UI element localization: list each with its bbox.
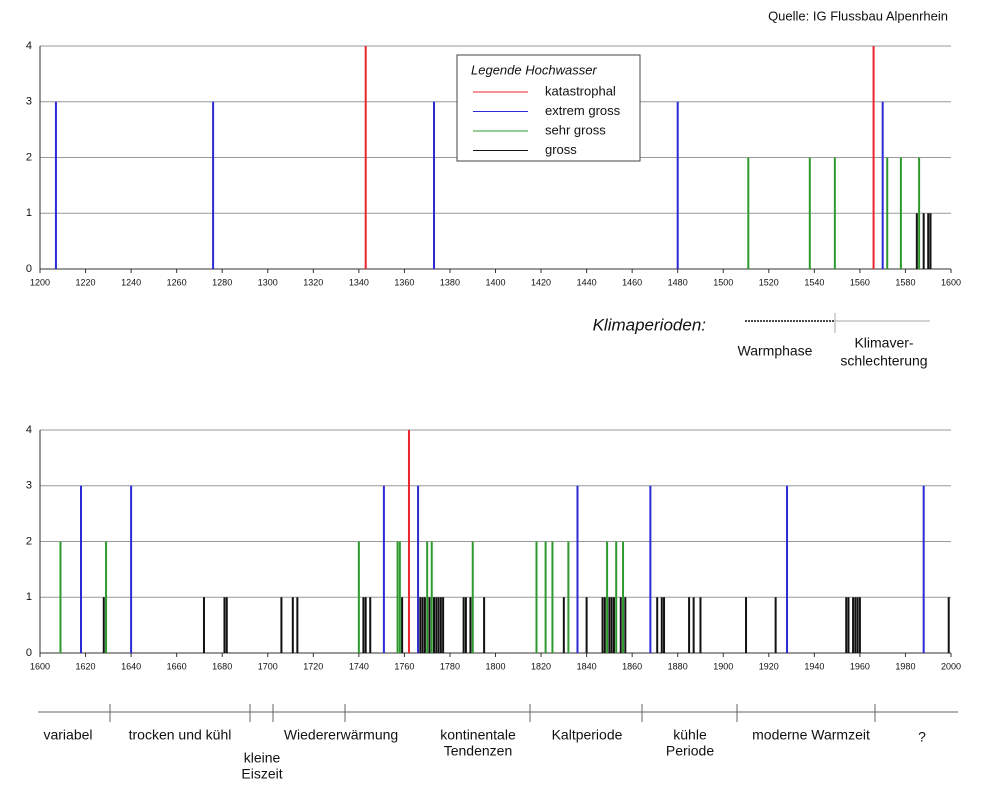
legend-label: gross [545, 142, 577, 157]
y-tick-label: 2 [26, 151, 32, 163]
legend-title: Legende Hochwasser [471, 62, 597, 77]
x-tick-label: 1980 [895, 661, 915, 671]
period-label: Wiedererwärmung [284, 727, 398, 743]
x-tick-label: 1200 [30, 277, 50, 287]
y-tick-label: 4 [26, 424, 32, 436]
x-tick-label: 1820 [531, 661, 551, 671]
x-tick-label: 1880 [668, 661, 688, 671]
period-label: kleine [244, 750, 281, 766]
period-label: kontinentale [440, 727, 516, 743]
x-tick-label: 1840 [577, 661, 597, 671]
x-tick-label: 1340 [349, 277, 369, 287]
y-tick-label: 1 [26, 207, 32, 219]
x-tick-label: 1400 [485, 277, 505, 287]
x-tick-label: 1900 [713, 661, 733, 671]
legend-label: extrem gross [545, 103, 621, 118]
x-tick-label: 1720 [303, 661, 323, 671]
x-tick-label: 1360 [394, 277, 414, 287]
x-tick-label: 1620 [76, 661, 96, 671]
y-tick-label: 0 [26, 647, 32, 659]
x-tick-label: 1760 [394, 661, 414, 671]
x-tick-label: 1420 [531, 277, 551, 287]
x-tick-label: 1600 [30, 661, 50, 671]
x-tick-label: 1480 [668, 277, 688, 287]
period-label: ? [918, 729, 926, 745]
x-tick-label: 1800 [485, 661, 505, 671]
x-tick-label: 1240 [121, 277, 141, 287]
legend-label: katastrophal [545, 83, 616, 98]
y-tick-label: 3 [26, 480, 32, 492]
x-tick-label: 1740 [349, 661, 369, 671]
x-tick-label: 1380 [440, 277, 460, 287]
x-tick-label: 1260 [167, 277, 187, 287]
source: Quelle: IG Flussbau Alpenrhein [768, 8, 948, 23]
x-tick-label: 1860 [622, 661, 642, 671]
legend-label: sehr gross [545, 122, 606, 137]
y-tick-label: 1 [26, 591, 32, 603]
x-tick-label: 1320 [303, 277, 323, 287]
period-label: trocken und kühl [129, 727, 232, 743]
x-tick-label: 1280 [212, 277, 232, 287]
x-tick-label: 1580 [895, 277, 915, 287]
y-tick-label: 4 [26, 40, 32, 52]
period-label: Warmphase [738, 343, 813, 359]
y-tick-label: 0 [26, 263, 32, 275]
x-tick-label: 1500 [713, 277, 733, 287]
x-tick-label: 1780 [440, 661, 460, 671]
x-tick-label: 1460 [622, 277, 642, 287]
y-tick-label: 2 [26, 535, 32, 547]
x-tick-label: 1600 [941, 277, 961, 287]
x-tick-label: 1520 [759, 277, 779, 287]
x-tick-label: 1940 [804, 661, 824, 671]
x-tick-label: 1680 [212, 661, 232, 671]
period-label: Kaltperiode [552, 727, 623, 743]
x-tick-label: 1560 [850, 277, 870, 287]
x-tick-label: 1440 [577, 277, 597, 287]
period-label: Eiszeit [241, 766, 282, 782]
legend-box [456, 54, 641, 162]
climate-label: Klimaperioden: [593, 315, 707, 334]
period-label: moderne Warmzeit [752, 727, 870, 743]
x-tick-label: 1540 [804, 277, 824, 287]
period-label: kühle [673, 727, 707, 743]
period-label: Klimaver- [854, 335, 913, 351]
y-tick-label: 3 [26, 96, 32, 108]
period-label: variabel [43, 727, 92, 743]
period-label: Tendenzen [444, 743, 513, 759]
x-tick-label: 1660 [167, 661, 187, 671]
x-tick-label: 2000 [941, 661, 961, 671]
period-label: Periode [666, 743, 714, 759]
x-tick-label: 1920 [759, 661, 779, 671]
x-tick-label: 1300 [258, 277, 278, 287]
period-label: schlechterung [840, 353, 927, 369]
x-tick-label: 1700 [258, 661, 278, 671]
x-tick-label: 1960 [850, 661, 870, 671]
x-tick-label: 1640 [121, 661, 141, 671]
x-tick-label: 1220 [76, 277, 96, 287]
